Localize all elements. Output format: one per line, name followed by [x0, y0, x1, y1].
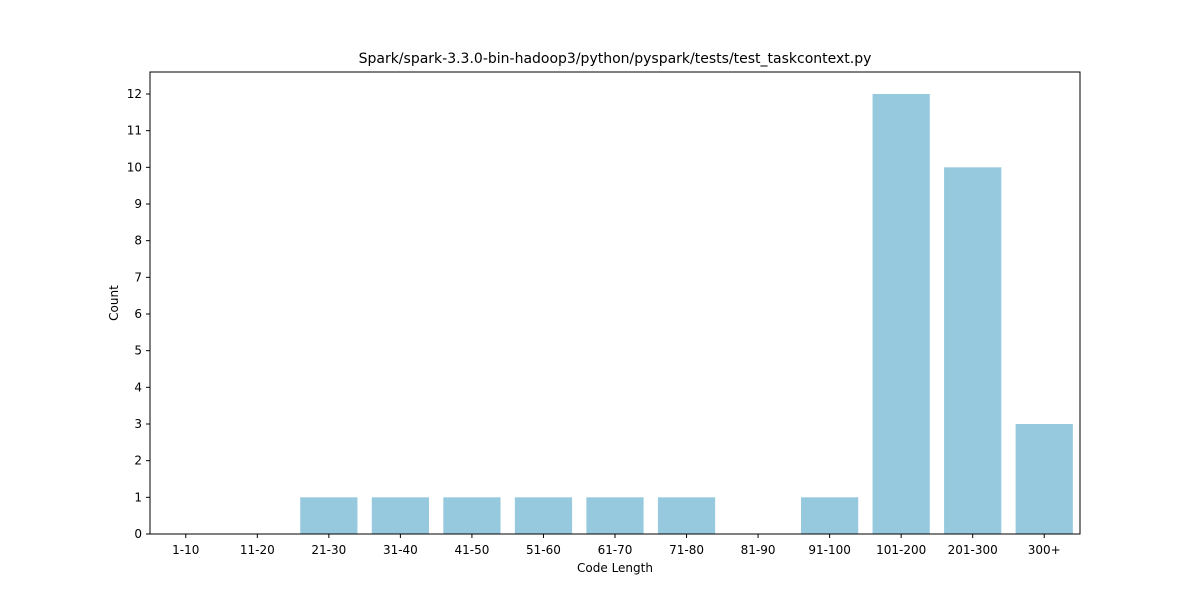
x-tick-label: 31-40 — [383, 543, 418, 557]
y-tick-label: 1 — [134, 490, 142, 504]
x-tick-label: 71-80 — [669, 543, 704, 557]
x-tick-label: 61-70 — [598, 543, 633, 557]
x-tick-label: 11-20 — [240, 543, 275, 557]
x-tick-label: 51-60 — [526, 543, 561, 557]
bar-300+ — [1015, 424, 1073, 534]
bar-71-80 — [657, 497, 716, 534]
y-tick-label: 3 — [134, 417, 142, 431]
y-tick-label: 4 — [134, 380, 142, 394]
y-tick-label: 9 — [134, 197, 142, 211]
bar-41-50 — [443, 497, 501, 534]
y-tick-label: 0 — [134, 527, 142, 541]
plot-frame — [149, 71, 1081, 535]
y-tick-label: 2 — [134, 454, 142, 468]
chart-title: Spark/spark-3.3.0-bin-hadoop3/python/pys… — [359, 51, 872, 67]
x-tick-label: 41-50 — [454, 543, 489, 557]
x-axis-label: Code Length — [577, 561, 653, 575]
y-tick-label: 5 — [134, 344, 142, 358]
x-tick-label: 21-30 — [311, 543, 346, 557]
x-tick-label: 300+ — [1028, 543, 1061, 557]
bar-21-30 — [300, 497, 358, 534]
x-tick-label: 91-100 — [808, 543, 851, 557]
x-tick-label: 201-300 — [948, 543, 998, 557]
y-tick-label: 8 — [134, 234, 142, 248]
x-axis-ticks: 1-10 11-20 21-30 31-40 41-50 51-60 61-70 71-80 8… — [172, 534, 1061, 557]
bar-91-100 — [801, 497, 859, 534]
x-tick-label: 1-10 — [172, 543, 199, 557]
y-tick-label: 7 — [134, 270, 142, 284]
bar-201-300 — [944, 167, 1002, 534]
y-tick-label: 11 — [127, 124, 142, 138]
bar-31-40 — [371, 497, 429, 534]
y-tick-label: 6 — [134, 307, 142, 321]
bars-group — [300, 94, 1073, 534]
y-tick-label: 10 — [127, 160, 142, 174]
x-tick-label: 81-90 — [741, 543, 776, 557]
y-tick-label: 12 — [127, 87, 142, 101]
bar-61-70 — [586, 497, 644, 534]
bar-51-60 — [514, 497, 573, 534]
x-tick-label: 101-200 — [876, 543, 926, 557]
bar-101-200 — [872, 94, 930, 534]
y-axis-label: Count — [107, 285, 121, 321]
